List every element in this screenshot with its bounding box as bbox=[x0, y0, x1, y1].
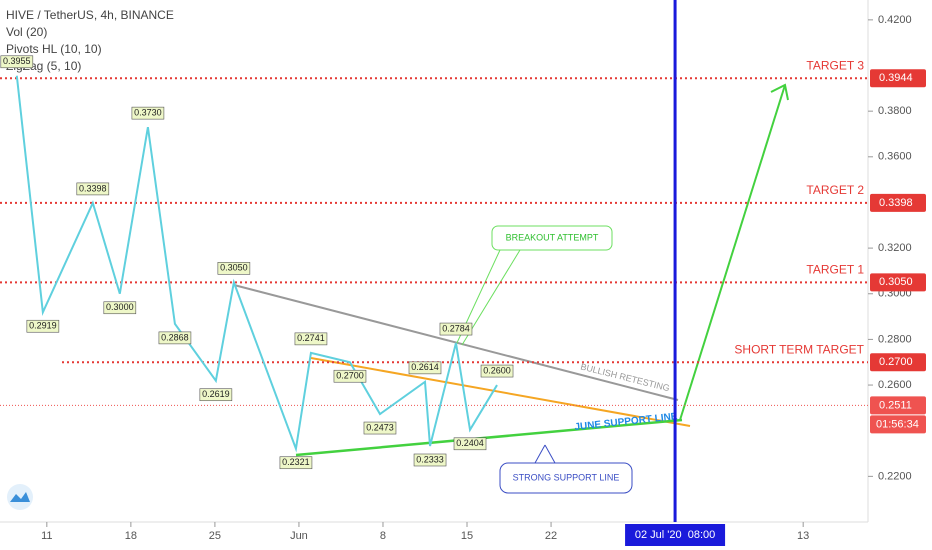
price-badge bbox=[870, 353, 926, 372]
y-tick-label: 0.3200 bbox=[878, 242, 912, 254]
annotation: BREAKOUT ATTEMPT bbox=[506, 232, 599, 242]
pivot-box bbox=[294, 332, 328, 346]
target-label: TARGET 1 bbox=[806, 263, 864, 277]
x-tick-label: Jun bbox=[290, 530, 308, 542]
x-tick-label: 18 bbox=[125, 530, 137, 542]
pivot-label: 0.3398 bbox=[79, 183, 107, 193]
cursor-label: 02 Jul '20 08:00 bbox=[635, 529, 715, 541]
target-label: SHORT TERM TARGET bbox=[734, 342, 864, 356]
annotation-box bbox=[499, 462, 633, 494]
price-badge bbox=[870, 193, 926, 212]
x-tick-label: 25 bbox=[209, 530, 221, 542]
pivot-box bbox=[0, 55, 34, 69]
target-label: TARGET 2 bbox=[806, 183, 864, 197]
pivot-box bbox=[217, 262, 251, 275]
y-tick-label: 0.2800 bbox=[878, 333, 912, 345]
pivot-box bbox=[26, 319, 60, 333]
pivot-box bbox=[453, 437, 487, 451]
pivot-box bbox=[439, 322, 473, 336]
logo bbox=[7, 484, 33, 510]
annotation-box bbox=[491, 225, 613, 251]
pivot-box bbox=[408, 361, 442, 375]
x-tick-label: 15 bbox=[461, 530, 473, 542]
pivot-box bbox=[333, 369, 367, 383]
price-badge bbox=[870, 273, 926, 292]
pivot-label: 0.2321 bbox=[282, 457, 310, 467]
y-tick-label: 0.3800 bbox=[878, 105, 912, 117]
pivot-box bbox=[363, 421, 397, 435]
chart-title: HIVE / TetherUS, 4h, BINANCE bbox=[6, 8, 174, 22]
pivot-box bbox=[199, 388, 233, 402]
pivot-box bbox=[103, 301, 137, 315]
pivot-label: 0.2600 bbox=[483, 365, 511, 375]
pivot-box bbox=[158, 331, 192, 345]
pivot-box bbox=[413, 453, 447, 467]
pivot-box bbox=[131, 106, 165, 120]
y-tick-label: 0.2200 bbox=[878, 470, 912, 482]
pivot-label: 0.2868 bbox=[161, 332, 189, 342]
price-badge-label: 0.3050 bbox=[879, 276, 913, 288]
arrow-head bbox=[770, 83, 789, 101]
target-label: TARGET 3 bbox=[806, 58, 864, 72]
cursor-badge bbox=[625, 524, 726, 546]
pivot-box bbox=[480, 364, 514, 378]
callout-line bbox=[544, 444, 556, 464]
pivot-label: 0.2333 bbox=[416, 454, 444, 464]
annotation: STRONG SUPPORT LINE bbox=[513, 472, 620, 482]
price-badge-label: 0.3398 bbox=[879, 197, 913, 209]
price-badge-label: 0.3944 bbox=[879, 72, 913, 84]
pivot-label: 0.2741 bbox=[297, 333, 325, 343]
pivot-label: 0.2473 bbox=[366, 422, 394, 432]
indicator: Vol (20) bbox=[6, 25, 47, 39]
countdown-badge bbox=[870, 415, 926, 434]
pivot-label: 0.3050 bbox=[220, 263, 248, 273]
pivot-box bbox=[279, 456, 313, 470]
x-tick-label: 8 bbox=[380, 530, 386, 542]
pivot-label: 0.2619 bbox=[202, 389, 230, 399]
y-tick-label: 0.2600 bbox=[878, 379, 912, 391]
pivot-label: 0.3955 bbox=[3, 56, 31, 66]
price-badge bbox=[870, 396, 926, 415]
pivot-label: 0.2919 bbox=[29, 321, 57, 331]
countdown: 01:56:34 bbox=[876, 418, 919, 430]
price-badge-label: 0.2700 bbox=[879, 356, 913, 368]
pivot-label: 0.3730 bbox=[134, 108, 162, 118]
pivot-label: 0.2614 bbox=[411, 362, 439, 372]
y-tick-label: 0.3600 bbox=[878, 151, 912, 163]
pivot-box bbox=[76, 182, 110, 196]
x-tick-label: 13 bbox=[797, 530, 809, 542]
orange-trend-line bbox=[310, 357, 691, 427]
pivot-label: 0.2404 bbox=[456, 438, 484, 448]
pivot-label: 0.2784 bbox=[442, 323, 470, 333]
x-tick-label: 22 bbox=[545, 530, 557, 542]
resistance-line bbox=[233, 284, 679, 401]
price-badge-label: 0.2511 bbox=[879, 399, 912, 411]
y-tick-label: 0.4200 bbox=[878, 14, 912, 26]
callout-line bbox=[534, 444, 546, 464]
drawings: BREAKOUT ATTEMPT STRONG SUPPORT LINE BUL… bbox=[233, 83, 789, 494]
indicator: Pivots HL (10, 10) bbox=[6, 42, 102, 56]
support-line bbox=[295, 418, 683, 457]
price-badge bbox=[870, 69, 926, 88]
pivot-label: 0.2700 bbox=[336, 371, 364, 381]
x-tick-label: 11 bbox=[41, 530, 52, 542]
zigzag-line bbox=[15, 75, 498, 453]
pivot-label: 0.3000 bbox=[106, 302, 134, 312]
target-arrow bbox=[679, 84, 786, 421]
